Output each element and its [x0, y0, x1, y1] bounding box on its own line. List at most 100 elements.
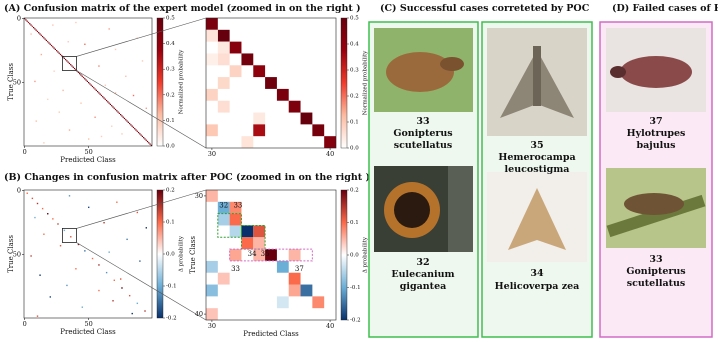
x-tick-label: 30 [208, 322, 216, 330]
class-id: 34 [530, 268, 544, 279]
class-id: 33 [416, 116, 429, 127]
cell [67, 61, 69, 63]
cell [131, 312, 133, 315]
cell [47, 41, 49, 43]
cell [135, 129, 137, 131]
cell [50, 44, 53, 47]
colorbar [340, 189, 348, 321]
annotation: 33 [233, 201, 242, 209]
frame [205, 17, 337, 149]
cell [265, 77, 277, 89]
cell [217, 272, 230, 285]
x-axis-label: Predicted Class [60, 156, 116, 164]
cell [149, 143, 151, 145]
colorbar-tick-label: 0.1 [166, 118, 175, 124]
cell [27, 21, 30, 24]
cell [36, 315, 39, 317]
cell [105, 99, 108, 102]
cell [34, 28, 36, 30]
cell [131, 125, 133, 127]
cell [114, 108, 117, 111]
cell [45, 39, 48, 42]
cell [58, 111, 60, 113]
colorbar-tick-label: 0.1 [166, 220, 175, 226]
cell [136, 37, 139, 39]
cell [206, 124, 218, 137]
cell [108, 251, 110, 253]
cell [145, 139, 147, 141]
cell [75, 21, 77, 24]
cell [139, 133, 141, 135]
cell [70, 236, 72, 238]
cell [265, 249, 277, 261]
cell [63, 57, 65, 59]
cell [59, 245, 62, 247]
cell [150, 144, 152, 146]
cell [130, 124, 132, 126]
cell [43, 142, 45, 144]
cell [100, 94, 103, 97]
cell [241, 136, 254, 148]
cell [89, 83, 91, 85]
cell [126, 120, 128, 122]
cell [112, 300, 114, 302]
cell [206, 260, 218, 273]
cell [217, 213, 230, 226]
cell [77, 71, 80, 74]
cell [52, 218, 54, 220]
cell [82, 76, 85, 79]
x-axis-label: Predicted Class [60, 328, 116, 336]
x-tick-label: 50 [84, 320, 92, 328]
panel-title: (C) Successful cases correteted by POC [380, 3, 590, 14]
cell [103, 222, 105, 224]
cell [217, 77, 230, 89]
species: scutellatus [627, 278, 686, 289]
cell [52, 46, 54, 48]
cell [113, 107, 115, 109]
cell [324, 136, 336, 148]
cell [128, 122, 131, 125]
colorbar-tick-label: 0.2 [166, 188, 175, 194]
colorbar-tick-label: 0.0 [350, 253, 359, 259]
cell [276, 296, 289, 309]
colorbar-label: Δ probability [179, 235, 185, 272]
cell [104, 84, 107, 86]
cell [141, 135, 144, 138]
cell [136, 130, 138, 132]
colorbar-tick-label: 0.1 [350, 220, 359, 226]
cell [68, 129, 71, 131]
highlight-box [240, 224, 266, 250]
cell [80, 74, 82, 76]
cell [253, 237, 266, 250]
cell [36, 30, 39, 33]
cell [94, 88, 96, 90]
species: Eulecanium [391, 269, 454, 280]
cell [85, 79, 87, 81]
species: Hylotrupes [627, 128, 686, 139]
cell [54, 48, 56, 50]
x-tick-label: 30 [208, 150, 216, 158]
cell [31, 25, 33, 27]
cell [206, 29, 218, 42]
cell [73, 67, 76, 70]
colorbar-tick-label: 0.2 [166, 92, 175, 98]
colorbar-tick-label: 0.2 [350, 94, 359, 100]
matrix-bg [24, 190, 152, 318]
cell [66, 60, 68, 62]
colorbar-tick-label: -0.2 [350, 318, 361, 324]
cell [137, 131, 140, 134]
cell [141, 60, 144, 62]
cell [145, 107, 147, 109]
y-tick-label: 30 [195, 192, 203, 200]
cell [47, 98, 49, 101]
colorbar-tick-label: 0.0 [166, 252, 175, 258]
cell [26, 20, 28, 22]
species: Helicoverpa zea [495, 281, 580, 292]
cell [217, 100, 230, 113]
cell [84, 43, 86, 45]
colorbar-tick-label: 0.5 [166, 16, 175, 22]
cell [59, 53, 62, 56]
cell [81, 306, 83, 308]
cell [111, 125, 113, 127]
cell [81, 75, 83, 77]
